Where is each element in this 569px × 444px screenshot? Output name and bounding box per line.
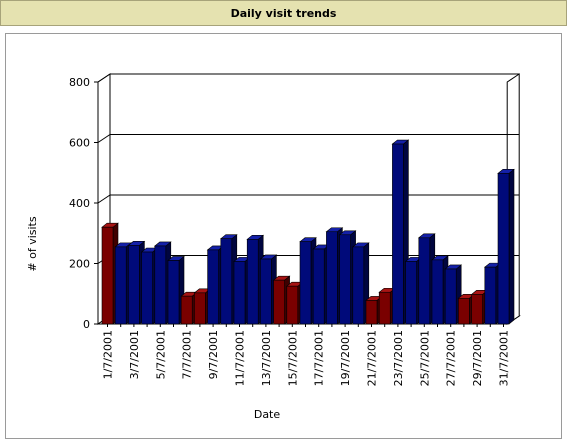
bar-front: [207, 249, 219, 325]
bar-front: [392, 143, 404, 325]
x-tick-label: 29/7/2001: [471, 330, 484, 386]
x-tick-label: 3/7/2001: [128, 330, 141, 379]
x-tick-label: 19/7/2001: [339, 330, 352, 386]
bar-front: [378, 291, 391, 325]
bar-front: [458, 297, 470, 325]
x-tick-label: 31/7/2001: [498, 330, 511, 386]
bar-front: [299, 241, 312, 325]
y-axis-label: # of visits: [26, 216, 39, 271]
y-tick-label: 200: [69, 258, 90, 271]
bar-front: [114, 246, 127, 325]
x-tick-label: 23/7/2001: [392, 330, 405, 386]
bar-front: [194, 292, 206, 325]
bar-front: [312, 248, 325, 325]
x-axis-label: Date: [254, 408, 281, 421]
gridline-side: [97, 194, 111, 204]
bar-front: [484, 266, 497, 325]
bar-front: [431, 259, 444, 325]
bar-front: [405, 261, 417, 325]
bar-front: [352, 246, 365, 325]
bar-front: [339, 234, 351, 325]
chart-gridlines: [97, 73, 520, 264]
y-axis-ticks: 0 200 400 600 800: [69, 76, 99, 331]
y-tick-label: 600: [69, 137, 90, 150]
bar-front: [273, 279, 285, 325]
bar-front: [220, 238, 233, 325]
bar-front: [260, 258, 272, 325]
gridline-side: [97, 73, 111, 83]
bar-front: [246, 239, 259, 325]
x-tick-label: 5/7/2001: [154, 330, 167, 379]
bar-chart: 0 200 400 600 800 1/7/2001 3/7/2001 5/7/2001 7/…: [26, 73, 521, 421]
bar-side: [508, 168, 515, 325]
bar-front: [141, 251, 153, 325]
bar-front: [326, 231, 338, 325]
bar: [497, 168, 515, 325]
x-tick-label: 25/7/2001: [418, 330, 431, 386]
chart-title: Daily visit trends: [230, 6, 337, 20]
bar-front: [180, 295, 193, 325]
y-tick-label: 400: [69, 197, 90, 210]
x-tick-label: 7/7/2001: [181, 330, 194, 379]
bar-front: [365, 300, 378, 325]
bar-front: [128, 245, 140, 325]
x-tick-label: 17/7/2001: [313, 330, 326, 386]
y-tick-label: 800: [69, 76, 90, 89]
x-axis-tick-labels: 1/7/2001 3/7/2001 5/7/2001 7/7/2001 9/7/2001…: [102, 324, 511, 386]
y-tick-label: 0: [83, 318, 90, 331]
x-tick-label: 15/7/2001: [286, 330, 299, 386]
x-tick-label: 1/7/2001: [102, 330, 115, 379]
x-tick-label: 21/7/2001: [366, 330, 379, 386]
x-tick-label: 9/7/2001: [207, 330, 220, 379]
bar-front: [418, 237, 431, 325]
chart-bars: [101, 139, 515, 325]
x-tick-label: 27/7/2001: [445, 330, 458, 386]
bar-front: [471, 294, 483, 325]
chart-panel: 0 200 400 600 800 1/7/2001 3/7/2001 5/7/2001 7/…: [5, 33, 562, 439]
bar-front: [286, 285, 299, 325]
x-tick-label: 11/7/2001: [234, 330, 247, 386]
bar-front: [444, 268, 457, 325]
chart-title-bar: Daily visit trends: [0, 0, 567, 26]
bar-front: [154, 245, 167, 325]
gridline-side: [97, 134, 111, 143]
bar-front: [101, 226, 114, 325]
x-tick-label: 13/7/2001: [260, 330, 273, 386]
bar-front: [497, 173, 510, 325]
bar-front: [233, 261, 246, 325]
bar-front: [167, 260, 180, 325]
